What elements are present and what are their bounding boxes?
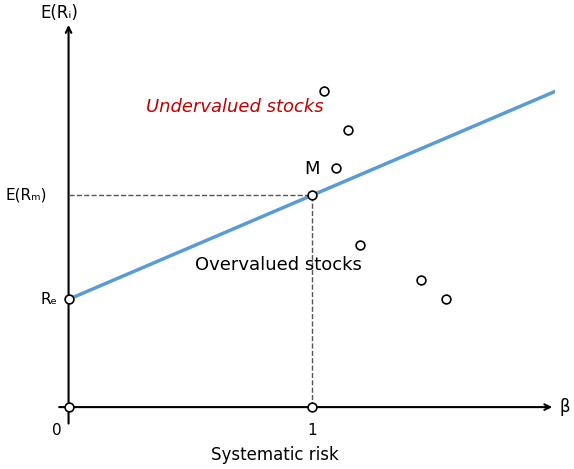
Text: M: M	[304, 160, 320, 178]
Text: β: β	[560, 398, 571, 416]
Text: Rₑ: Rₑ	[41, 292, 57, 307]
Text: 0: 0	[52, 423, 61, 438]
Text: E(Rᵢ): E(Rᵢ)	[40, 4, 77, 22]
Text: E(Rₘ): E(Rₘ)	[5, 188, 46, 203]
Point	[332, 165, 341, 172]
Point	[344, 126, 353, 134]
Point	[441, 295, 450, 303]
Point	[307, 192, 316, 199]
Point	[319, 88, 328, 95]
Text: Systematic risk: Systematic risk	[211, 446, 339, 463]
Point	[417, 276, 426, 284]
Text: 1: 1	[307, 423, 317, 438]
Point	[356, 242, 365, 249]
Point	[307, 403, 316, 411]
Point	[64, 295, 73, 303]
Text: Undervalued stocks: Undervalued stocks	[146, 98, 324, 116]
Text: Overvalued stocks: Overvalued stocks	[195, 256, 362, 274]
Point	[64, 403, 73, 411]
